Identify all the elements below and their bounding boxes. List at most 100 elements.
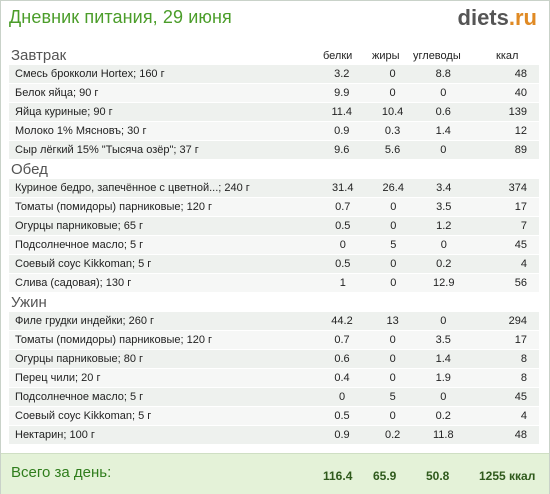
food-protein: 0 <box>317 236 369 255</box>
food-carbs: 1.4 <box>417 350 469 369</box>
meal-table-dinner: Филе грудки индейки; 260 г 44.2 13 0 294 Тома… <box>9 312 539 445</box>
food-carbs: 0 <box>417 312 469 331</box>
food-kcal: 7 <box>469 217 539 236</box>
food-row[interactable]: Соевый соус Kikkoman; 5 г 0.5 0 0.2 4 <box>9 255 539 274</box>
food-protein: 0.6 <box>316 350 368 369</box>
food-carbs: 1.4 <box>417 122 469 141</box>
food-carbs: 0.6 <box>417 103 469 122</box>
meal-heading: Обед <box>11 161 48 178</box>
food-row[interactable]: Слива (садовая); 130 г 1 0 12.9 56 <box>9 274 539 293</box>
food-protein: 0.4 <box>316 369 368 388</box>
food-row[interactable]: Подсолнечное масло; 5 г 0 5 0 45 <box>9 388 539 407</box>
food-kcal: 45 <box>468 388 539 407</box>
food-carbs: 0 <box>417 84 469 103</box>
food-fat: 0 <box>367 407 418 426</box>
food-kcal: 139 <box>468 103 539 122</box>
food-kcal: 4 <box>469 255 539 274</box>
food-protein: 31.4 <box>317 179 369 198</box>
food-protein: 0.7 <box>317 198 369 217</box>
food-row[interactable]: Подсолнечное масло; 5 г 0 5 0 45 <box>9 236 539 255</box>
food-name: Огурцы парниковые; 65 г <box>9 217 318 236</box>
food-kcal: 8 <box>468 350 539 369</box>
food-name: Молоко 1% Мясновъ; 30 г <box>9 122 317 141</box>
food-name: Белок яйца; 90 г <box>9 84 317 103</box>
food-kcal: 48 <box>468 426 539 445</box>
food-protein: 1 <box>317 274 369 293</box>
food-kcal: 12 <box>468 122 539 141</box>
food-row[interactable]: Белок яйца; 90 г 9.9 0 0 40 <box>9 84 539 103</box>
food-carbs: 0 <box>418 236 470 255</box>
food-protein: 0.7 <box>316 331 368 350</box>
food-protein: 0.9 <box>316 122 368 141</box>
food-row[interactable]: Перец чили; 20 г 0.4 0 1.9 8 <box>9 369 539 388</box>
food-name: Куриное бедро, запечённое с цветной...; … <box>9 179 318 198</box>
food-fat: 0 <box>368 255 419 274</box>
meal-heading: Завтрак <box>11 47 67 64</box>
food-row[interactable]: Томаты (помидоры) парниковые; 120 г 0.7 0 3… <box>9 198 539 217</box>
food-carbs: 3.5 <box>418 198 470 217</box>
food-name: Соевый соус Kikkoman; 5 г <box>9 407 317 426</box>
food-row[interactable]: Нектарин; 100 г 0.9 0.2 11.8 48 <box>9 426 539 445</box>
column-header-fat: жиры <box>372 50 400 62</box>
food-kcal: 89 <box>468 141 539 160</box>
food-name: Смесь брокколи Hortex; 160 г <box>9 65 317 84</box>
food-kcal: 4 <box>468 407 539 426</box>
food-carbs: 0.2 <box>417 407 469 426</box>
food-carbs: 1.9 <box>417 369 469 388</box>
total-fat: 65.9 <box>373 469 397 483</box>
total-kcal: 1255 ккал <box>479 469 536 483</box>
food-carbs: 1.2 <box>418 217 470 236</box>
food-fat: 0 <box>367 331 418 350</box>
food-name: Соевый соус Kikkoman; 5 г <box>9 255 318 274</box>
food-row[interactable]: Яйца куриные; 90 г 11.4 10.4 0.6 139 <box>9 103 539 122</box>
total-carbs: 50.8 <box>426 469 450 483</box>
meal-table-lunch: Куриное бедро, запечённое с цветной...; … <box>9 179 539 293</box>
food-name: Нектарин; 100 г <box>9 426 317 445</box>
food-row[interactable]: Сыр лёгкий 15% "Тысяча озёр"; 37 г 9.6 5.6… <box>9 141 539 160</box>
food-kcal: 17 <box>468 331 539 350</box>
food-carbs: 11.8 <box>417 426 469 445</box>
food-fat: 0 <box>368 274 419 293</box>
food-protein: 0.9 <box>316 426 368 445</box>
food-carbs: 3.5 <box>417 331 469 350</box>
food-name: Подсолнечное масло; 5 г <box>9 388 317 407</box>
column-header-kcal: ккал <box>496 50 519 62</box>
meal-heading: Ужин <box>11 294 47 311</box>
food-row[interactable]: Томаты (помидоры) парниковые; 120 г 0.7 0 3… <box>9 331 539 350</box>
food-row[interactable]: Соевый соус Kikkoman; 5 г 0.5 0 0.2 4 <box>9 407 539 426</box>
food-fat: 0.3 <box>367 122 418 141</box>
food-kcal: 17 <box>469 198 539 217</box>
food-carbs: 0 <box>417 141 469 160</box>
food-fat: 26.4 <box>368 179 419 198</box>
food-fat: 0 <box>368 217 419 236</box>
food-kcal: 8 <box>468 369 539 388</box>
food-fat: 5 <box>368 236 419 255</box>
food-protein: 0.5 <box>317 255 369 274</box>
food-carbs: 0.2 <box>418 255 470 274</box>
food-row[interactable]: Куриное бедро, запечённое с цветной...; … <box>9 179 539 198</box>
food-protein: 9.6 <box>316 141 368 160</box>
food-row[interactable]: Смесь брокколи Hortex; 160 г 3.2 0 8.8 48 <box>9 65 539 84</box>
food-carbs: 0 <box>417 388 469 407</box>
food-protein: 0.5 <box>317 217 369 236</box>
food-name: Томаты (помидоры) парниковые; 120 г <box>9 331 317 350</box>
food-fat: 5 <box>367 388 418 407</box>
brand-logo[interactable]: diets.ru <box>458 5 537 31</box>
food-kcal: 374 <box>469 179 539 198</box>
brand-tld: .ru <box>508 5 537 30</box>
food-row[interactable]: Огурцы парниковые; 65 г 0.5 0 1.2 7 <box>9 217 539 236</box>
food-fat: 0 <box>368 198 419 217</box>
food-fat: 0.2 <box>367 426 418 445</box>
food-row[interactable]: Филе грудки индейки; 260 г 44.2 13 0 294 <box>9 312 539 331</box>
food-name: Яйца куриные; 90 г <box>9 103 317 122</box>
food-protein: 0 <box>316 388 368 407</box>
food-kcal: 48 <box>468 65 539 84</box>
food-carbs: 8.8 <box>417 65 469 84</box>
food-fat: 13 <box>367 312 418 331</box>
food-row[interactable]: Огурцы парниковые; 80 г 0.6 0 1.4 8 <box>9 350 539 369</box>
food-protein: 11.4 <box>316 103 368 122</box>
food-kcal: 56 <box>469 274 539 293</box>
food-name: Перец чили; 20 г <box>9 369 317 388</box>
page-title: Дневник питания, 29 июня <box>9 7 232 27</box>
food-row[interactable]: Молоко 1% Мясновъ; 30 г 0.9 0.3 1.4 12 <box>9 122 539 141</box>
